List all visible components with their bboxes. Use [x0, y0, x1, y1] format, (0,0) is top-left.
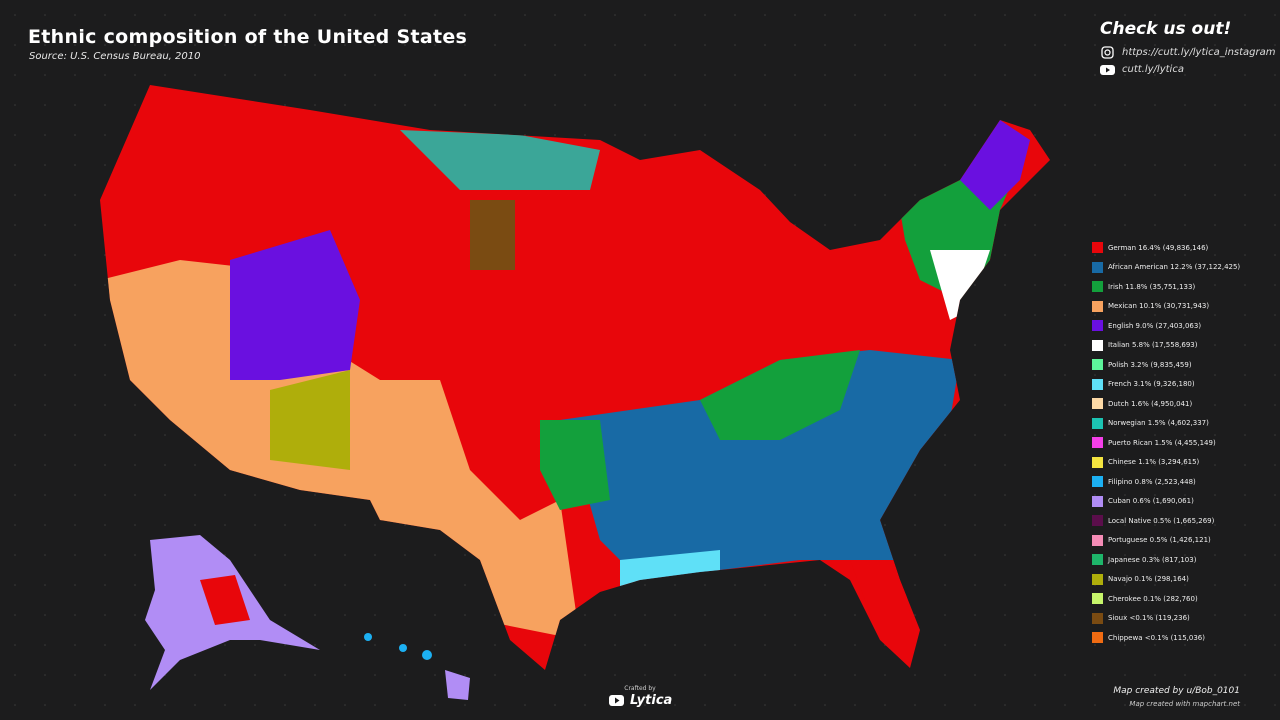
legend-swatch	[1092, 593, 1103, 605]
legend-swatch	[1092, 398, 1103, 410]
legend-swatch	[1092, 573, 1103, 585]
legend-item: French 3.1% (9,326,180)	[1092, 375, 1240, 395]
legend-label: Cuban 0.6% (1,690,061)	[1108, 497, 1194, 506]
legend-label: German 16.4% (49,836,146)	[1108, 243, 1209, 252]
legend-item: Navajo 0.1% (298,164)	[1092, 570, 1240, 590]
legend-swatch	[1092, 632, 1103, 644]
instagram-icon	[1101, 46, 1114, 59]
legend-swatch	[1092, 456, 1103, 468]
legend-label: Portuguese 0.5% (1,426,121)	[1108, 536, 1211, 545]
legend-label: Sioux <0.1% (119,236)	[1108, 614, 1190, 623]
legend-swatch	[1092, 515, 1103, 527]
legend-swatch	[1092, 417, 1103, 429]
legend-swatch	[1092, 261, 1103, 273]
legend-swatch	[1092, 534, 1103, 546]
legend-label: Italian 5.8% (17,558,693)	[1108, 341, 1198, 350]
legend-item: Norwegian 1.5% (4,602,337)	[1092, 414, 1240, 434]
legend-swatch	[1092, 339, 1103, 351]
legend-item: Mexican 10.1% (30,731,943)	[1092, 297, 1240, 317]
youtube-link[interactable]: cutt.ly/lytica	[1122, 64, 1184, 75]
legend-label: Dutch 1.6% (4,950,041)	[1108, 399, 1193, 408]
legend-item: African American 12.2% (37,122,425)	[1092, 258, 1240, 278]
brand: Lytica	[630, 693, 673, 708]
legend-item: Italian 5.8% (17,558,693)	[1092, 336, 1240, 356]
legend-swatch	[1092, 554, 1103, 566]
instagram-link[interactable]: https://cutt.ly/lytica_instagram	[1122, 47, 1276, 58]
legend-label: African American 12.2% (37,122,425)	[1108, 263, 1241, 272]
legend-item: Portuguese 0.5% (1,426,121)	[1092, 531, 1240, 551]
legend-item: Dutch 1.6% (4,950,041)	[1092, 394, 1240, 414]
legend-swatch	[1092, 281, 1103, 293]
legend-swatch	[1092, 359, 1103, 371]
legend-item: Chippewa <0.1% (115,036)	[1092, 628, 1240, 648]
legend-label: Chippewa <0.1% (115,036)	[1108, 633, 1205, 642]
promo-heading: Check us out!	[1100, 19, 1232, 39]
legend-item: Chinese 1.1% (3,294,615)	[1092, 453, 1240, 473]
legend-swatch	[1092, 300, 1103, 312]
alaska-region	[200, 575, 250, 625]
legend-item: English 9.0% (27,403,063)	[1092, 316, 1240, 336]
legend-label: French 3.1% (9,326,180)	[1108, 380, 1195, 389]
legend-label: Puerto Rican 1.5% (4,455,149)	[1108, 438, 1216, 447]
legend: German 16.4% (49,836,146) African America…	[1092, 238, 1240, 648]
legend-label: Mexican 10.1% (30,731,943)	[1108, 302, 1210, 311]
legend-item: Japanese 0.3% (817,103)	[1092, 550, 1240, 570]
legend-label: English 9.0% (27,403,063)	[1108, 321, 1202, 330]
legend-label: Irish 11.8% (35,751,133)	[1108, 282, 1196, 291]
legend-item: Irish 11.8% (35,751,133)	[1092, 277, 1240, 297]
legend-swatch	[1092, 612, 1103, 624]
legend-item: Filipino 0.8% (2,523,448)	[1092, 472, 1240, 492]
legend-label: Navajo 0.1% (298,164)	[1108, 575, 1189, 584]
legend-item: Cuban 0.6% (1,690,061)	[1092, 492, 1240, 512]
legend-item: Local Native 0.5% (1,665,269)	[1092, 511, 1240, 531]
legend-swatch	[1092, 476, 1103, 488]
tool-credit: Map created with mapchart.net	[1129, 700, 1240, 708]
legend-item: Sioux <0.1% (119,236)	[1092, 609, 1240, 629]
legend-swatch	[1092, 378, 1103, 390]
instagram-icon-lens	[1104, 49, 1111, 56]
legend-label: Japanese 0.3% (817,103)	[1108, 555, 1197, 564]
brand-icon-play	[615, 697, 620, 704]
author: Map created by u/Bob_0101	[1113, 686, 1240, 696]
legend-item: Cherokee 0.1% (282,760)	[1092, 589, 1240, 609]
legend-label: Norwegian 1.5% (4,602,337)	[1108, 419, 1209, 428]
legend-swatch	[1092, 437, 1103, 449]
legend-item: German 16.4% (49,836,146)	[1092, 238, 1240, 258]
legend-label: Chinese 1.1% (3,294,615)	[1108, 458, 1200, 467]
legend-label: Local Native 0.5% (1,665,269)	[1108, 516, 1215, 525]
legend-label: Cherokee 0.1% (282,760)	[1108, 594, 1198, 603]
legend-label: Filipino 0.8% (2,523,448)	[1108, 477, 1196, 486]
legend-label: Polish 3.2% (9,835,459)	[1108, 360, 1192, 369]
source: Source: U.S. Census Bureau, 2010	[29, 51, 201, 62]
crafted-by: Crafted by	[624, 685, 656, 692]
title: Ethnic composition of the United States	[28, 26, 468, 48]
legend-swatch	[1092, 320, 1103, 332]
legend-swatch	[1092, 242, 1103, 254]
legend-item: Polish 3.2% (9,835,459)	[1092, 355, 1240, 375]
legend-swatch	[1092, 495, 1103, 507]
legend-item: Puerto Rican 1.5% (4,455,149)	[1092, 433, 1240, 453]
hawaii	[364, 633, 432, 660]
hawaii-island	[445, 670, 470, 700]
youtube-icon-play	[1106, 67, 1110, 73]
